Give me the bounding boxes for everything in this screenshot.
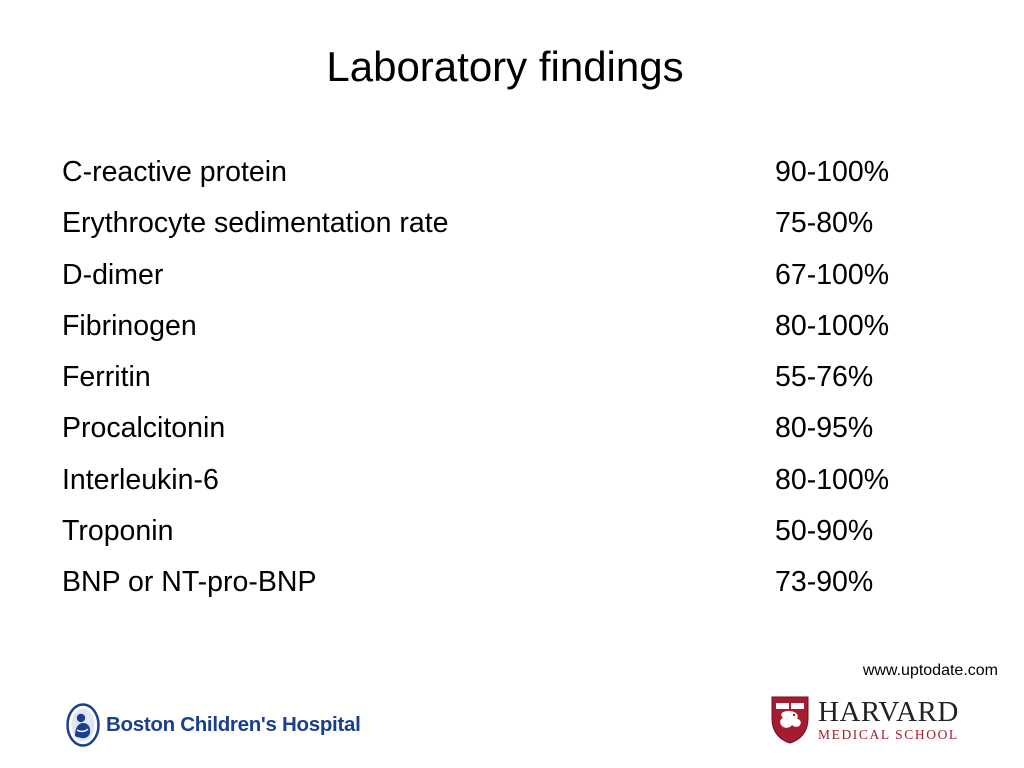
finding-value: 67-100% xyxy=(775,258,890,291)
slide-title: Laboratory findings xyxy=(326,43,684,90)
medical-school-wordmark: MEDICAL SCHOOL xyxy=(818,727,959,742)
table-row: Procalcitonin 80-95% xyxy=(62,403,962,454)
finding-name: Ferritin xyxy=(62,361,151,394)
findings-table: C-reactive protein 90-100% Erythrocyte s… xyxy=(62,147,962,609)
table-row: Fibrinogen 80-100% xyxy=(62,301,962,352)
table-row: Erythrocyte sedimentation rate 75-80% xyxy=(62,198,962,249)
boston-childrens-logo: Boston Children's Hospital xyxy=(66,702,361,748)
table-row: Troponin 50-90% xyxy=(62,506,962,557)
finding-value: 73-90% xyxy=(775,566,874,599)
table-row: D-dimer 67-100% xyxy=(62,250,962,301)
finding-value: 55-76% xyxy=(775,361,874,394)
table-row: C-reactive protein 90-100% xyxy=(62,147,962,198)
finding-name: Troponin xyxy=(62,515,174,548)
harvard-shield-icon xyxy=(771,696,809,744)
finding-name: C-reactive protein xyxy=(62,156,287,188)
finding-name: D-dimer xyxy=(62,258,164,291)
finding-name: BNP or NT-pro-BNP xyxy=(62,566,317,599)
table-row: Interleukin-6 80-100% xyxy=(62,455,962,506)
finding-name: Fibrinogen xyxy=(62,309,197,342)
boston-childrens-name: Boston Children's Hospital xyxy=(106,713,361,736)
finding-value: 75-80% xyxy=(775,207,874,240)
finding-value: 80-100% xyxy=(775,463,890,496)
finding-name: Procalcitonin xyxy=(62,412,226,445)
table-row: Ferritin 55-76% xyxy=(62,352,962,403)
harvard-wordmark: HARVARD xyxy=(818,696,959,728)
table-row: BNP or NT-pro-BNP 73-90% xyxy=(62,557,962,608)
finding-value: 80-100% xyxy=(775,309,890,342)
boston-childrens-emblem-icon xyxy=(66,703,100,747)
finding-name: Interleukin-6 xyxy=(62,463,219,496)
finding-value: 90-100% xyxy=(775,156,890,188)
source-citation: www.uptodate.com xyxy=(862,662,998,679)
finding-value: 80-95% xyxy=(775,412,874,445)
finding-value: 50-90% xyxy=(775,515,874,548)
finding-name: Erythrocyte sedimentation rate xyxy=(62,207,449,240)
harvard-medical-school-logo: HARVARD MEDICAL SCHOOL xyxy=(770,693,959,747)
